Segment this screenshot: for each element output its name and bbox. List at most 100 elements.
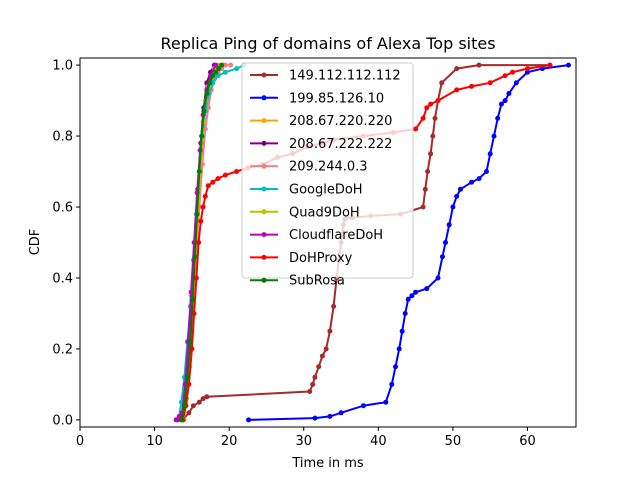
data-point — [498, 101, 504, 107]
data-point — [312, 374, 318, 380]
legend: 149.112.112.112 199.85.126.10 208.67.220.2… — [241, 62, 414, 289]
data-point — [405, 296, 411, 302]
data-point — [420, 204, 426, 210]
x-tick-label: 50 — [445, 434, 462, 449]
data-point — [234, 169, 240, 174]
legend-marker — [261, 277, 267, 283]
legend-label: DoHProxy — [289, 251, 353, 266]
data-point — [187, 339, 193, 345]
data-point — [525, 69, 530, 75]
data-point — [425, 169, 431, 174]
data-point — [216, 66, 222, 72]
data-point — [190, 296, 196, 302]
x-tick-label: 30 — [295, 434, 312, 449]
data-point — [190, 403, 196, 409]
plot-area — [173, 62, 571, 423]
data-point — [457, 186, 463, 192]
data-point — [228, 62, 234, 68]
series-SubRosa — [178, 62, 225, 423]
data-point — [360, 403, 366, 409]
legend-marker — [261, 254, 267, 260]
legend-marker — [261, 118, 267, 124]
data-point — [196, 169, 202, 174]
data-point — [204, 91, 210, 96]
data-point — [396, 346, 402, 352]
legend-label: 199.85.126.10 — [289, 91, 384, 106]
data-point — [424, 286, 430, 292]
legend-marker — [261, 140, 267, 146]
legend-marker — [261, 186, 267, 192]
x-axis-label: Time in ms — [291, 456, 364, 471]
plot-frame — [79, 57, 577, 428]
data-point — [502, 98, 508, 104]
data-point — [383, 399, 389, 405]
data-point — [409, 293, 415, 299]
data-point — [338, 410, 344, 416]
legend-entry: 208.67.222.222 — [250, 137, 392, 152]
y-tick-label: 0.8 — [52, 130, 73, 145]
data-point — [495, 115, 501, 121]
data-point — [201, 108, 207, 114]
data-point — [439, 80, 445, 86]
x-tick-label: 20 — [221, 434, 238, 449]
data-point — [307, 389, 313, 394]
legend-marker — [261, 72, 267, 78]
y-tick-label: 0.6 — [52, 201, 73, 216]
data-point — [178, 417, 184, 423]
series-199.85.126.10 — [246, 62, 571, 423]
data-point — [200, 204, 206, 210]
data-point — [327, 328, 333, 334]
legend-entry: 208.67.220.220 — [250, 114, 392, 129]
data-point — [454, 193, 460, 199]
data-point — [310, 381, 316, 387]
data-point — [200, 396, 206, 402]
data-point — [484, 169, 489, 174]
data-point — [432, 115, 438, 121]
data-point — [525, 66, 530, 72]
y-tick-label: 1.0 — [52, 59, 73, 74]
legend-entry: 149.112.112.112 — [250, 69, 401, 84]
data-point — [192, 254, 198, 260]
data-point — [413, 126, 419, 132]
data-point — [435, 275, 441, 281]
data-point — [215, 176, 221, 182]
legend-label: 208.67.222.222 — [289, 137, 392, 152]
x-tick-label: 10 — [146, 434, 163, 449]
data-point — [234, 66, 240, 72]
data-point — [198, 218, 204, 224]
data-point — [443, 240, 448, 245]
data-point — [422, 186, 428, 192]
data-point — [323, 346, 329, 352]
x-axis: 0 10 20 30 40 50 60 — [76, 427, 536, 449]
data-point — [469, 83, 475, 89]
data-point — [420, 115, 426, 121]
data-point — [469, 179, 475, 185]
legend-label: CloudflareDoH — [289, 228, 383, 243]
x-tick-label: 40 — [370, 434, 387, 449]
data-point — [246, 417, 252, 423]
data-point — [194, 211, 200, 217]
data-point — [202, 193, 208, 199]
data-point — [219, 62, 225, 68]
data-point — [199, 133, 205, 139]
data-point — [566, 62, 571, 68]
data-point — [424, 105, 430, 111]
x-tick-label: 0 — [76, 434, 84, 449]
data-point — [181, 403, 187, 409]
legend-entry: CloudflareDoH — [250, 228, 383, 243]
data-point — [435, 98, 441, 104]
data-point — [210, 73, 216, 79]
data-point — [204, 394, 210, 400]
data-point — [430, 133, 436, 139]
data-point — [207, 80, 213, 86]
data-point — [327, 413, 333, 419]
legend-marker — [261, 163, 267, 169]
data-point — [487, 80, 493, 86]
legend-label: Quad9DoH — [289, 205, 360, 220]
y-axis: 0.0 0.2 0.4 0.6 0.8 1.0 — [52, 59, 80, 428]
data-point — [222, 62, 228, 68]
legend-label: 149.112.112.112 — [289, 69, 401, 84]
legend-entry: DoHProxy — [250, 251, 353, 266]
legend-label: SubRosa — [289, 274, 345, 289]
data-point — [222, 172, 228, 178]
